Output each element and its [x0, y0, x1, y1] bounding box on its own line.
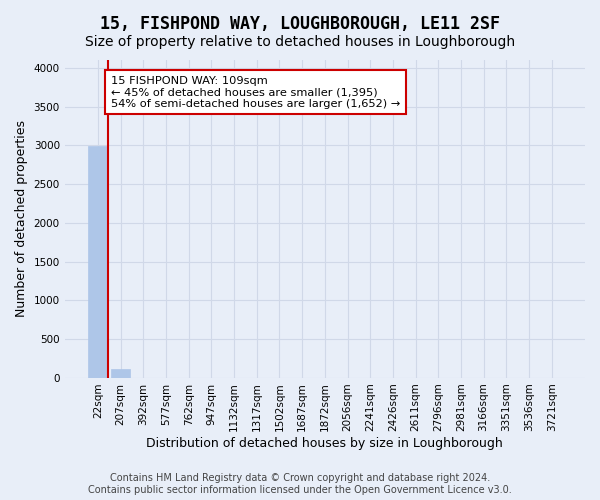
Text: Size of property relative to detached houses in Loughborough: Size of property relative to detached ho…	[85, 35, 515, 49]
Bar	[111, 370, 130, 378]
X-axis label: Distribution of detached houses by size in Loughborough: Distribution of detached houses by size …	[146, 437, 503, 450]
Text: 15, FISHPOND WAY, LOUGHBOROUGH, LE11 2SF: 15, FISHPOND WAY, LOUGHBOROUGH, LE11 2SF	[100, 15, 500, 33]
Text: 15 FISHPOND WAY: 109sqm
← 45% of detached houses are smaller (1,395)
54% of semi: 15 FISHPOND WAY: 109sqm ← 45% of detache…	[111, 76, 400, 108]
Y-axis label: Number of detached properties: Number of detached properties	[15, 120, 28, 318]
Text: Contains HM Land Registry data © Crown copyright and database right 2024.
Contai: Contains HM Land Registry data © Crown c…	[88, 474, 512, 495]
Bar	[88, 146, 107, 378]
